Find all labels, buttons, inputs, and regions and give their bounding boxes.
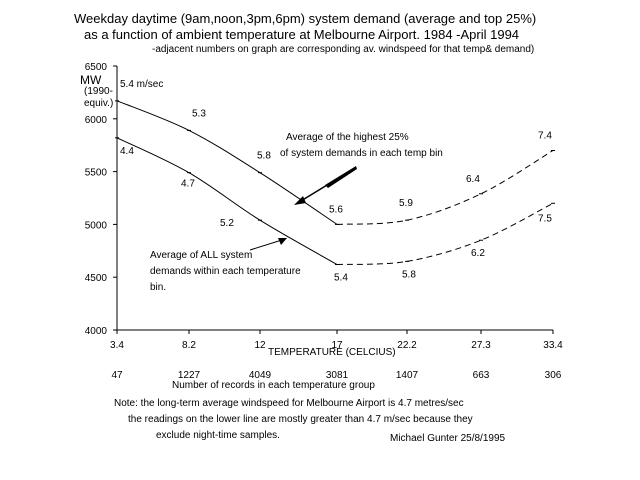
series-line-top25: [116, 100, 338, 225]
y-tick-label: 6000: [85, 115, 108, 126]
annotation-arrowhead-average: [278, 238, 287, 245]
windspeed-label: 5.4 m/sec: [120, 79, 163, 90]
windspeed-label: 5.3: [192, 108, 206, 119]
annotation-arrow-average: [249, 238, 286, 251]
y-tick-label: 4500: [85, 273, 108, 284]
annotation-average-line2: demands within each temperature: [150, 266, 301, 277]
chart-labels: 5.4 m/sec 5.3 5.8 5.6 5.9 6.4 7.4 4.4 4.7 5.2 5.4 5…: [120, 79, 552, 284]
series-line-average: [116, 137, 338, 265]
record-count: 663: [473, 370, 490, 381]
x-tick-label: 27.3: [471, 340, 491, 351]
records-label: Number of records in each temperature gr…: [172, 380, 375, 391]
windspeed-label: 4.7: [181, 179, 195, 190]
y-tick-label: 6500: [85, 62, 108, 73]
y-axis-label: MW: [80, 73, 102, 87]
annotation-top25-line1: Average of the highest 25%: [286, 132, 409, 143]
windspeed-label: 5.4: [334, 273, 348, 284]
annotation-arrowhead-top25: [294, 196, 306, 205]
series-line-average-dashed: [336, 202, 554, 265]
note-line2: the readings on the lower line are mostl…: [128, 414, 473, 425]
x-axis-label: TEMPERATURE (CELCIUS): [268, 347, 396, 358]
chart-annotations: Average of the highest 25% of system dema…: [150, 132, 443, 293]
annotation-average-line1: Average of ALL system: [150, 250, 252, 261]
windspeed-label: 5.9: [399, 198, 413, 209]
chart-subtitle: -adjacent numbers on graph are correspon…: [152, 44, 535, 55]
y-axis-units: (1990-equiv.): [84, 86, 114, 109]
windspeed-label: 7.5: [538, 213, 552, 224]
record-count: 1407: [396, 370, 419, 381]
annotation-top25-line2: of system demands in each temp bin: [280, 148, 443, 159]
record-count: 4049: [249, 370, 272, 381]
record-count: 47: [111, 370, 123, 381]
y-tick-label: 4000: [85, 326, 108, 337]
x-tick-label: 8.2: [182, 340, 196, 351]
x-tick-label: 12: [254, 340, 266, 351]
windspeed-label: 6.2: [471, 248, 485, 259]
windspeed-label: 5.2: [220, 218, 234, 229]
windspeed-label: 6.4: [466, 174, 480, 185]
chart-title-line2: as a function of ambient temperature at …: [84, 27, 520, 42]
chart-title-line1: Weekday daytime (9am,noon,3pm,6pm) syste…: [74, 11, 537, 26]
x-tick-label: 17: [331, 340, 343, 351]
note-line1: Note: the long-term average windspeed fo…: [114, 398, 464, 409]
record-count: 306: [545, 370, 562, 381]
y-tick-label: 5000: [85, 220, 108, 231]
annotation-arrow-top25-thick: [325, 166, 357, 188]
windspeed-label: 5.8: [257, 151, 271, 162]
chart-axes: 4000 4500 5000 5500 6000 6500 3.4 47 8.2 1227 12 40…: [85, 62, 563, 381]
record-count: 3081: [326, 370, 349, 381]
windspeed-label: 4.4: [120, 146, 134, 157]
x-tick-label: 33.4: [543, 340, 563, 351]
annotation-average-line3: bin.: [150, 282, 166, 293]
windspeed-label: 7.4: [538, 130, 552, 141]
windspeed-label: 5.8: [402, 269, 416, 280]
series-line-top25-dashed: [336, 150, 554, 225]
x-tick-label: 22.2: [397, 340, 417, 351]
note-line3: exclude night-time samples.: [156, 430, 280, 441]
windspeed-label: 5.6: [329, 204, 343, 215]
signature: Michael Gunter 25/8/1995: [390, 433, 506, 444]
record-count: 1227: [178, 370, 201, 381]
x-tick-label: 3.4: [110, 340, 124, 351]
y-tick-label: 5500: [85, 168, 108, 179]
